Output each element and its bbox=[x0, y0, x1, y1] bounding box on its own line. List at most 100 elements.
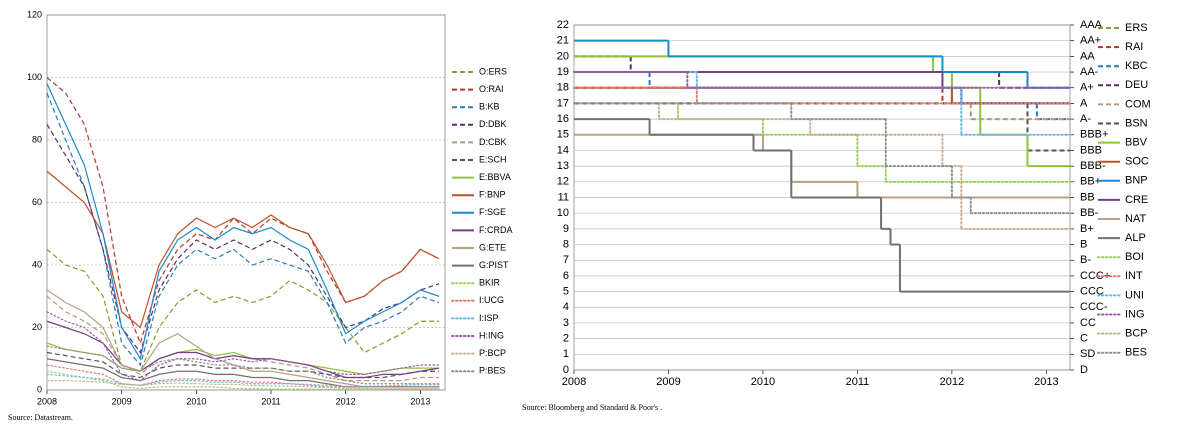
x-tick-label: 2012 bbox=[336, 396, 356, 406]
legend-label: BSN bbox=[1125, 117, 1148, 129]
y2-tick-label: AA bbox=[1080, 50, 1095, 62]
x-tick-label: 2010 bbox=[186, 396, 206, 406]
y-tick-label: 5 bbox=[563, 285, 569, 297]
legend-label: F:CRDA bbox=[479, 225, 513, 235]
legend-label: DEU bbox=[1125, 79, 1148, 91]
y-tick-label: 80 bbox=[32, 134, 42, 144]
source-note: Source: Datastream. bbox=[8, 413, 73, 422]
y2-tick-label: B+ bbox=[1080, 223, 1094, 235]
price-line bbox=[46, 77, 440, 345]
legend-label: B:KB bbox=[479, 102, 500, 112]
y2-tick-label: D bbox=[1080, 364, 1088, 376]
x-tick-label: 2013 bbox=[410, 396, 430, 406]
y2-tick-label: SD bbox=[1080, 348, 1095, 360]
y-tick-label: 14 bbox=[557, 144, 569, 156]
legend-label: G:ETE bbox=[479, 242, 506, 252]
y2-tick-label: C bbox=[1080, 333, 1088, 345]
y-tick-label: 11 bbox=[558, 191, 569, 203]
y-tick-label: 9 bbox=[563, 223, 569, 235]
x-tick-label: 2009 bbox=[112, 396, 132, 406]
x-tick-label: 2011 bbox=[261, 396, 280, 406]
y-tick-label: 120 bbox=[27, 9, 42, 19]
legend-label: KBC bbox=[1125, 60, 1148, 72]
y-tick-label: 7 bbox=[563, 254, 569, 266]
y-tick-label: 6 bbox=[563, 270, 569, 282]
price-line bbox=[46, 370, 440, 390]
y-tick-label: 0 bbox=[37, 384, 42, 394]
legend-label: RAI bbox=[1125, 41, 1143, 53]
plot-frame bbox=[46, 14, 446, 391]
price-line bbox=[46, 83, 440, 361]
legend-label: E:SCH bbox=[479, 154, 507, 164]
y2-tick-label: BB+ bbox=[1080, 176, 1101, 188]
y-tick-label: 60 bbox=[32, 197, 42, 207]
price-line bbox=[46, 124, 440, 354]
x-tick-label: 2013 bbox=[1034, 376, 1058, 388]
legend-label: CRE bbox=[1125, 194, 1148, 206]
legend-label: ALP bbox=[1125, 232, 1146, 244]
y-tick-label: 22 bbox=[557, 19, 569, 31]
legend-label: F:SGE bbox=[479, 207, 506, 217]
legend-label: BOI bbox=[1125, 251, 1144, 263]
y2-tick-label: BB bbox=[1080, 191, 1095, 203]
y2-tick-label: A+ bbox=[1080, 82, 1094, 94]
legend-label: INT bbox=[1125, 270, 1143, 282]
y2-tick-label: AA+ bbox=[1080, 35, 1101, 47]
y2-tick-label: AAA bbox=[1080, 19, 1103, 31]
y-tick-label: 15 bbox=[557, 129, 569, 141]
y-tick-label: 13 bbox=[557, 160, 569, 172]
y-tick-label: 21 bbox=[557, 35, 569, 47]
x-tick-label: 2012 bbox=[940, 376, 964, 388]
price-line bbox=[46, 373, 440, 387]
legend-label: I:ISP bbox=[479, 313, 499, 323]
price-line bbox=[46, 320, 440, 379]
legend-label: F:BNP bbox=[479, 190, 506, 200]
legend-label: BCP bbox=[1125, 328, 1148, 340]
price-line bbox=[46, 311, 440, 382]
legend-label: SOC bbox=[1125, 156, 1149, 168]
y2-tick-label: BBB bbox=[1080, 144, 1102, 156]
price-line bbox=[46, 364, 440, 388]
legend-label: P:BCP bbox=[479, 348, 506, 358]
y-tick-label: 4 bbox=[563, 301, 569, 313]
y-tick-label: 19 bbox=[557, 66, 569, 78]
y2-tick-label: AA- bbox=[1080, 66, 1099, 78]
legend-label: E:BBVA bbox=[479, 172, 511, 182]
y2-tick-label: BB- bbox=[1080, 207, 1099, 219]
legend-label: G:PIST bbox=[479, 260, 509, 270]
y-tick-label: 3 bbox=[563, 317, 569, 329]
y-tick-label: 0 bbox=[563, 364, 569, 376]
legend-label: BKIR bbox=[479, 278, 501, 288]
y-tick-label: 10 bbox=[557, 207, 569, 219]
legend-label: ING bbox=[1125, 308, 1145, 320]
legend-label: H:ING bbox=[479, 330, 504, 340]
y-tick-label: 8 bbox=[563, 238, 569, 250]
source-note: Source: Bloomberg and Standard & Poor's … bbox=[522, 403, 662, 412]
legend-label: O:ERS bbox=[479, 66, 507, 76]
y-tick-label: 40 bbox=[32, 259, 42, 269]
y-tick-label: 12 bbox=[557, 176, 569, 188]
price-line bbox=[46, 345, 440, 385]
price-line bbox=[46, 248, 440, 372]
y2-tick-label: B bbox=[1080, 238, 1087, 250]
price-line bbox=[46, 170, 440, 329]
legend-label: P:BES bbox=[479, 366, 506, 376]
y-tick-label: 100 bbox=[27, 72, 42, 82]
y2-tick-label: B- bbox=[1080, 254, 1091, 266]
y2-tick-label: BBB- bbox=[1080, 160, 1106, 172]
price-line bbox=[46, 358, 440, 388]
y2-tick-label: A- bbox=[1080, 113, 1091, 125]
y2-tick-label: CCC+ bbox=[1080, 270, 1110, 282]
legend-label: NAT bbox=[1125, 213, 1146, 225]
legend-label: UNI bbox=[1125, 289, 1144, 301]
y-tick-label: 16 bbox=[557, 113, 569, 125]
legend-label: BES bbox=[1125, 347, 1147, 359]
x-tick-label: 2010 bbox=[751, 376, 775, 388]
y-tick-label: 17 bbox=[557, 97, 569, 109]
price-line bbox=[46, 380, 440, 390]
legend-label: BNP bbox=[1125, 175, 1148, 187]
legend-label: D:CBK bbox=[479, 137, 507, 147]
y2-tick-label: BBB+ bbox=[1080, 129, 1108, 141]
